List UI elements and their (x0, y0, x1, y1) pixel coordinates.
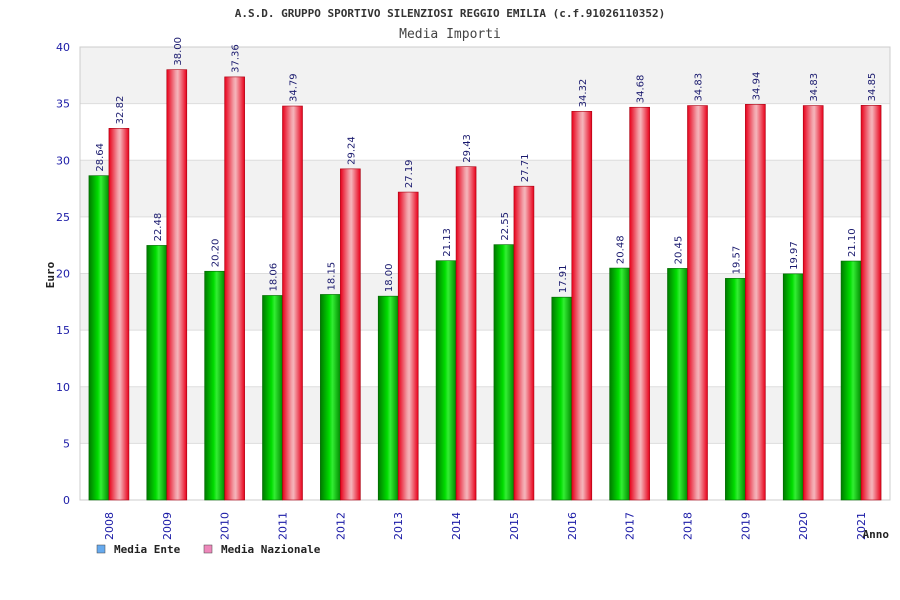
bar-media-ente-2011 (262, 295, 283, 501)
bar-media-ente-2019 (725, 278, 746, 501)
value-label: 21.10 (847, 228, 858, 257)
bar-media-nazionale-2009 (166, 69, 188, 501)
y-axis-ticks: 0 5 10 15 20 25 30 35 40 (56, 41, 70, 507)
value-label: 29.43 (462, 134, 473, 163)
bar-media-ente-2010 (204, 270, 225, 501)
x-tick-label: 2016 (566, 512, 579, 540)
value-label: 21.13 (442, 228, 453, 257)
bars (88, 69, 882, 501)
value-label: 20.20 (211, 239, 222, 268)
y-tick-label: 5 (63, 437, 70, 450)
bar-media-ente-2020 (782, 273, 804, 501)
bar-media-nazionale-2014 (455, 166, 477, 501)
plot-border (79, 46, 891, 501)
legend-label-media-ente: Media Ente (114, 543, 181, 556)
x-tick-label: 2011 (277, 512, 290, 540)
grid-band (80, 386, 890, 444)
value-label: 38.00 (173, 37, 184, 66)
bar-media-ente-2014 (435, 260, 457, 501)
bar-media-nazionale-2015 (513, 185, 535, 501)
value-label: 32.82 (115, 96, 126, 125)
x-tick-label: 2008 (103, 512, 116, 540)
value-labels: 28.64 32.82 22.48 38.00 20.20 37.36 18.06 34.79… (95, 37, 878, 293)
value-label: 18.06 (269, 263, 280, 292)
value-label: 18.00 (384, 264, 395, 293)
bar-media-nazionale-2017 (629, 106, 650, 501)
value-label: 22.48 (153, 213, 164, 242)
value-label: 34.32 (578, 79, 589, 108)
value-label: 20.45 (674, 236, 685, 265)
y-tick-label: 20 (56, 268, 70, 281)
value-label: 20.48 (616, 235, 627, 264)
bar-media-nazionale-2010 (224, 76, 245, 501)
value-label: 27.71 (520, 154, 531, 183)
value-label: 34.83 (694, 73, 705, 102)
grid-band (80, 160, 890, 217)
value-label: 37.36 (231, 44, 242, 73)
legend-label-media-nazionale: Media Nazionale (221, 543, 321, 556)
y-tick-label: 15 (56, 324, 70, 337)
bar-media-ente-2015 (493, 244, 515, 501)
x-tick-label: 2012 (334, 512, 347, 540)
x-tick-label: 2014 (450, 512, 463, 540)
grid-band (80, 47, 890, 104)
x-tick-label: 2010 (219, 512, 232, 540)
bar-media-nazionale-2019 (745, 104, 766, 501)
bar-media-nazionale-2021 (860, 105, 882, 501)
legend: Media Ente Media Nazionale (96, 543, 321, 556)
value-label: 34.85 (867, 73, 878, 102)
y-tick-label: 35 (56, 98, 70, 111)
x-tick-label: 2013 (392, 512, 405, 540)
x-tick-label: 2015 (508, 512, 521, 540)
chart-title: A.S.D. GRUPPO SPORTIVO SILENZIOSI REGGIO… (235, 7, 665, 20)
legend-swatch-media-nazionale (203, 544, 213, 554)
bar-media-nazionale-2008 (108, 128, 130, 501)
x-tick-label: 2020 (797, 512, 810, 540)
x-tick-label: 2009 (161, 512, 174, 540)
bar-media-ente-2016 (551, 296, 573, 501)
bar-media-nazionale-2012 (340, 168, 361, 501)
bar-media-ente-2008 (88, 175, 110, 501)
value-label: 17.91 (558, 265, 569, 294)
x-axis-label: Anno (863, 528, 890, 541)
value-label: 34.79 (289, 73, 300, 102)
bar-media-ente-2021 (840, 260, 862, 501)
bar-media-ente-2009 (146, 245, 168, 501)
x-tick-label: 2017 (624, 512, 637, 540)
value-label: 28.64 (95, 143, 106, 172)
bar-media-nazionale-2018 (687, 105, 708, 501)
bar-media-ente-2012 (320, 294, 341, 501)
x-axis-ticks: 2008 2009 2010 2011 2012 2013 2014 2015 2016 2017… (103, 512, 868, 540)
y-tick-label: 25 (56, 211, 70, 224)
legend-swatch-media-ente (96, 544, 106, 554)
value-label: 27.19 (404, 159, 415, 188)
x-tick-label: 2021 (855, 512, 868, 540)
y-tick-label: 10 (56, 381, 70, 394)
grid-band (80, 273, 890, 331)
value-label: 34.68 (636, 75, 647, 104)
chart-subtitle: Media Importi (399, 27, 501, 42)
value-label: 19.57 (731, 246, 742, 275)
value-label: 34.83 (809, 73, 820, 102)
y-tick-label: 0 (63, 494, 70, 507)
value-label: 34.94 (751, 72, 762, 101)
y-axis-label: Euro (44, 261, 57, 288)
bar-media-nazionale-2013 (397, 191, 419, 501)
x-tick-label: 2019 (739, 512, 752, 540)
y-tick-label: 40 (56, 41, 70, 54)
value-label: 19.97 (789, 241, 800, 270)
bar-media-nazionale-2016 (571, 111, 593, 501)
y-tick-label: 30 (56, 154, 70, 167)
bar-media-ente-2013 (377, 295, 399, 501)
bar-media-nazionale-2020 (802, 105, 824, 501)
bar-media-ente-2018 (667, 268, 688, 501)
x-tick-label: 2018 (682, 512, 695, 540)
value-label: 18.15 (326, 262, 337, 291)
bar-media-ente-2017 (609, 267, 630, 501)
value-label: 22.55 (500, 212, 511, 241)
bar-media-nazionale-2011 (282, 105, 303, 501)
value-label: 29.24 (346, 136, 357, 165)
